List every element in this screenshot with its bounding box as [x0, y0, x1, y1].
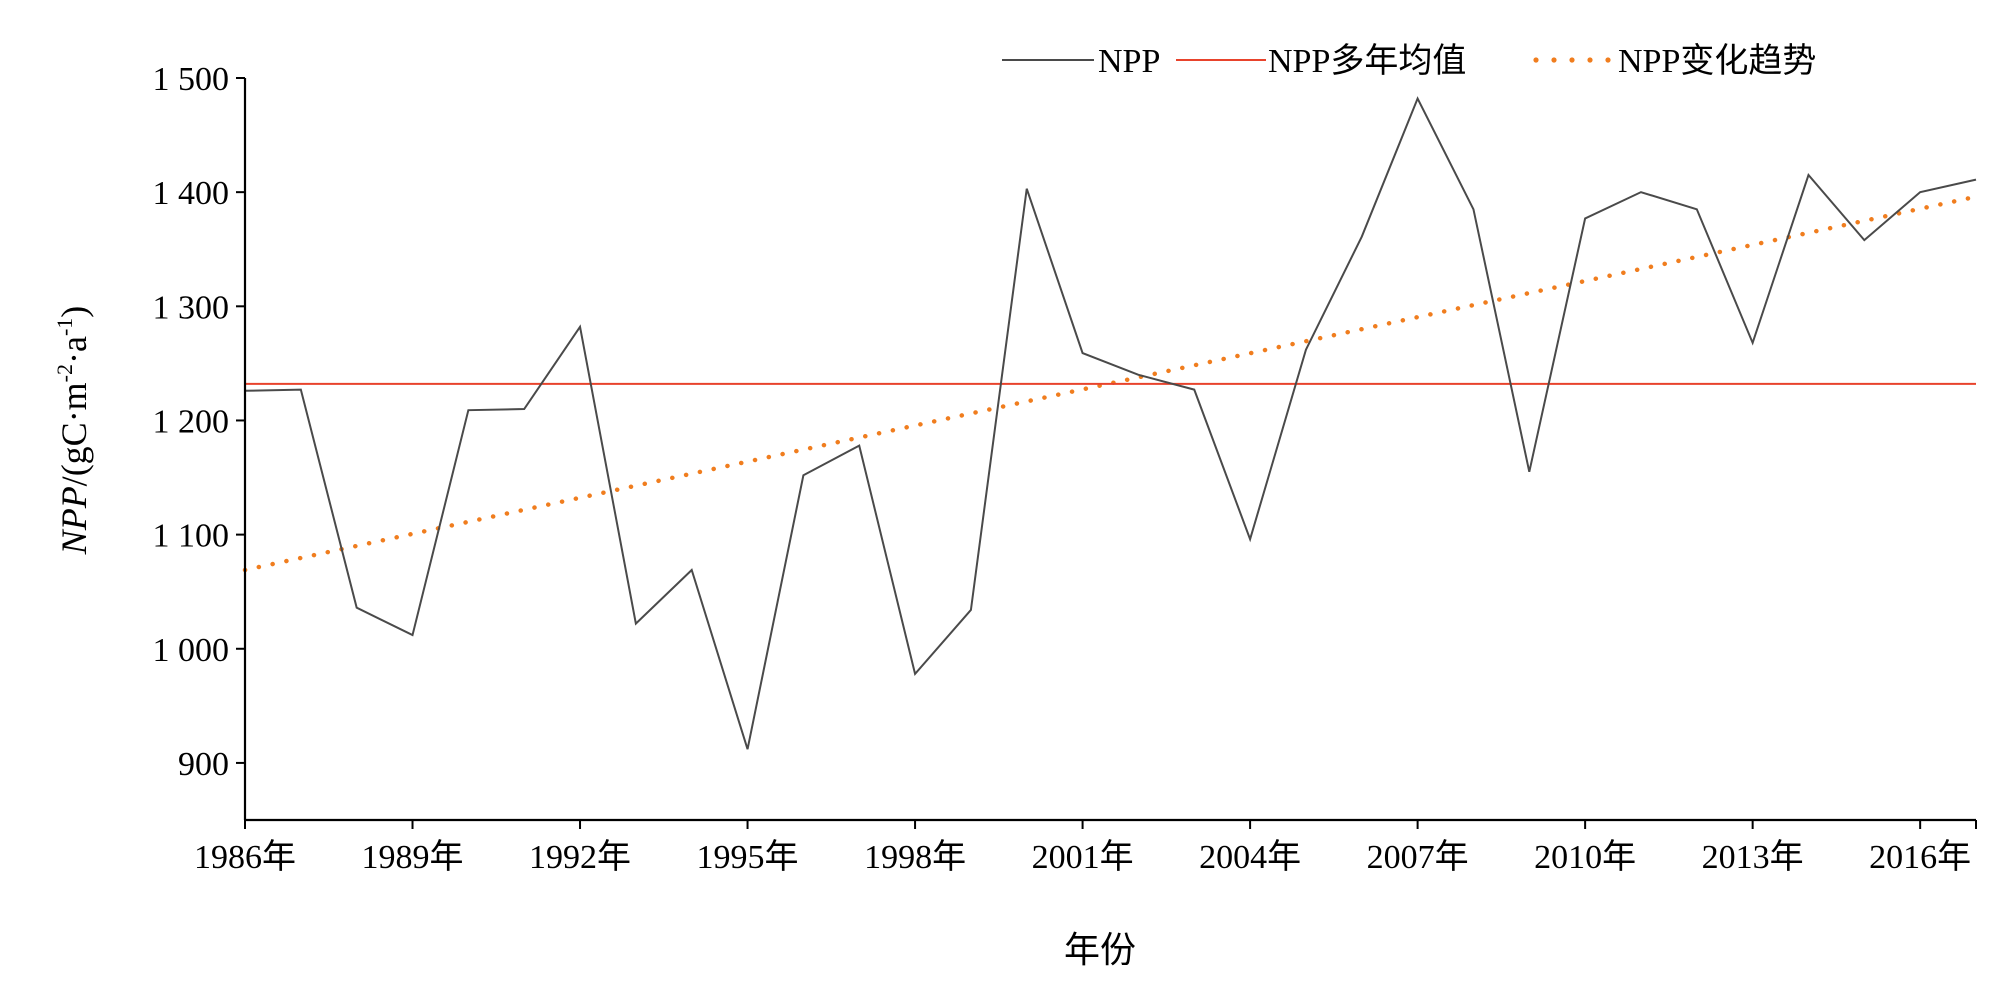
x-axis-title: 年份 — [1064, 930, 1136, 970]
legend-npp-label: NPP — [1098, 43, 1160, 80]
y-tick-label: 1 200 — [153, 403, 230, 440]
y-tick-label: 1 500 — [153, 61, 230, 98]
y-tick-label: 900 — [178, 746, 229, 783]
legend-trend-swatch — [1533, 57, 1611, 63]
x-tick-label: 1989年 — [362, 838, 464, 876]
y-tick-label: 1 000 — [153, 632, 230, 669]
y-axis-title-close: ) — [54, 306, 94, 318]
x-tick-label: 1998年 — [864, 838, 966, 876]
x-tick-label: 2004年 — [1199, 838, 1301, 876]
y-axis-title-exp2: -1 — [52, 318, 77, 336]
legend-trend-dot — [1587, 57, 1593, 63]
legend-mean-label: NPP多年均值 — [1268, 42, 1466, 80]
legend-trend-dot — [1569, 57, 1575, 63]
legend-trend-dot — [1605, 57, 1611, 63]
y-axis-title-unit: /(gC·m — [54, 382, 94, 486]
x-tick-label: 2001年 — [1032, 838, 1134, 876]
y-tick-label: 1 300 — [153, 289, 230, 326]
x-tick-label: 2016年 — [1869, 838, 1971, 876]
axes-group — [243, 78, 1976, 822]
x-tick-label: 1986年 — [194, 838, 296, 876]
legend-trend-label: NPP变化趋势 — [1618, 42, 1816, 80]
y-axis-title-exp1: -2 — [52, 364, 77, 382]
y-axis-title: NPP/(gC·m-2·a-1) — [52, 306, 94, 556]
x-tick-label: 2007年 — [1367, 838, 1469, 876]
legend: NPP NPP多年均值 NPP变化趋势 — [1002, 42, 1816, 80]
npp-series-line — [244, 96, 1977, 750]
x-tick-label: 2013年 — [1702, 838, 1804, 876]
x-tick-label: 2010年 — [1534, 838, 1636, 876]
y-ticks-group: 900 1 000 1 100 1 200 1 300 1 400 1 500 — [153, 61, 245, 783]
y-axis-title-unit2: ·a — [54, 336, 94, 364]
y-tick-label: 1 400 — [153, 175, 230, 212]
trend-series-line — [242, 194, 1979, 573]
trend-series-group — [242, 194, 1979, 573]
legend-trend-dot — [1533, 57, 1539, 63]
x-tick-label: 1992年 — [529, 838, 631, 876]
legend-trend-dot — [1551, 57, 1557, 63]
x-ticks-group: 1986年 1989年 1992年 1995年 1998年 2001年 2004年 2007年… — [194, 820, 1977, 876]
npp-series-group — [244, 96, 1977, 750]
y-axis-title-var: NPP — [54, 486, 94, 555]
x-tick-label: 1995年 — [697, 838, 799, 876]
y-tick-label: 1 100 — [153, 518, 230, 555]
